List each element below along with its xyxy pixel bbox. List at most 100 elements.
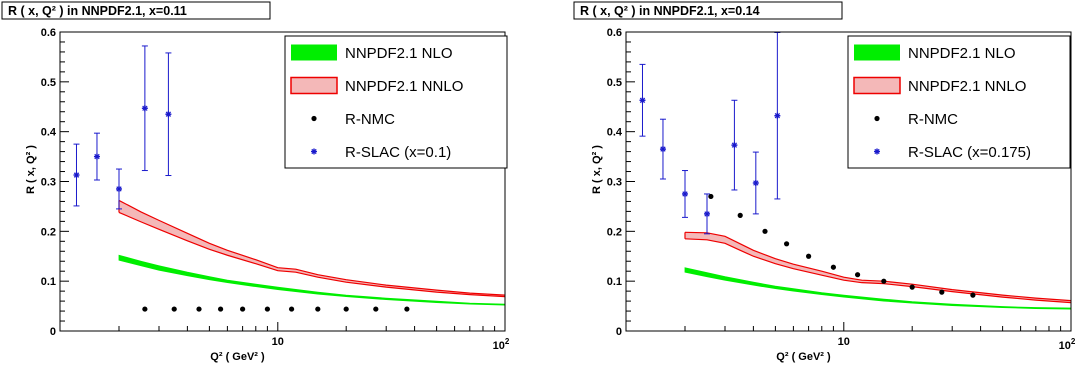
chart-title-box xyxy=(573,1,843,20)
nmc-point xyxy=(830,264,837,270)
nmc-point xyxy=(708,193,714,200)
chart-title-box xyxy=(1,1,271,20)
slac-point xyxy=(639,63,646,137)
nmc-point xyxy=(142,306,148,312)
y-tick-label: 0 xyxy=(616,326,622,338)
chart-panel-1: R ( x, Q² ) in NNPDF2.1, x=0.11 0 0.1 0.2 0.… xyxy=(1,1,510,363)
nnlo-band-upper-edge xyxy=(684,231,1071,302)
x-tick-label: 10 xyxy=(838,336,850,348)
chart-panel-2: R ( x, Q² ) in NNPDF2.1, x=0.14 0 0.1 0.2 0.… xyxy=(573,1,1076,363)
slac-marker xyxy=(639,97,646,103)
nmc-point xyxy=(404,306,410,312)
plot-area xyxy=(73,45,505,312)
slac-marker xyxy=(116,186,122,192)
slac-point xyxy=(731,99,738,191)
legend: NNPDF2.1 NLO NNPDF2.1 NNLO R-NMC R-SLAC (x=… xyxy=(284,35,508,169)
chart-title: R ( x, Q² ) in NNPDF2.1, x=0.11 xyxy=(8,4,187,18)
x-tick-label: 102 xyxy=(1059,337,1076,352)
nnlo-band xyxy=(684,232,1071,303)
slac-point xyxy=(752,151,759,215)
y-tick-label: 0 xyxy=(50,326,56,338)
nmc-point xyxy=(217,306,224,312)
slac-point xyxy=(73,143,80,207)
legend-marker-nmc xyxy=(311,115,317,122)
y-tick-label: 0.3 xyxy=(607,177,622,189)
legend-marker-slac xyxy=(311,148,317,155)
nmc-point xyxy=(762,228,768,234)
y-tick-label: 0.4 xyxy=(607,127,623,139)
slac-marker xyxy=(731,142,738,148)
nmc-point xyxy=(806,253,812,259)
legend-swatch-nnlo xyxy=(853,76,901,95)
slac-marker xyxy=(660,146,666,152)
nmc-point xyxy=(939,289,945,295)
y-tick-label: 0.5 xyxy=(41,77,56,89)
nlo-band xyxy=(118,254,505,306)
x-tick-label: 102 xyxy=(493,337,510,352)
y-tick-label: 0.2 xyxy=(41,226,56,238)
slac-point xyxy=(115,168,122,210)
legend-label: NNPDF2.1 NNLO xyxy=(908,78,1026,95)
slac-point xyxy=(165,52,172,177)
y-tick-label: 0.2 xyxy=(607,226,622,238)
slac-marker xyxy=(704,211,710,217)
legend-swatch-nlo xyxy=(854,44,900,61)
y-tick-label: 0.6 xyxy=(41,27,56,39)
legend-swatch-nlo xyxy=(291,44,337,61)
legend: NNPDF2.1 NLO NNPDF2.1 NNLO R-NMC R-SLAC (x=… xyxy=(847,35,1071,169)
nnlo-band-lower-edge xyxy=(118,211,505,298)
legend-label: R-SLAC (x=0.175) xyxy=(908,144,1031,161)
slac-point xyxy=(681,170,688,218)
nnlo-band-lower-edge xyxy=(684,238,1071,304)
nmc-point xyxy=(373,306,379,312)
slac-point xyxy=(659,118,666,180)
x-axis-label: Q² ( GeV² ) xyxy=(210,351,265,363)
slac-marker xyxy=(774,113,781,119)
slac-marker xyxy=(142,105,148,111)
legend-label: R-NMC xyxy=(345,111,395,128)
legend-label: NNPDF2.1 NLO xyxy=(345,45,453,62)
nmc-point xyxy=(264,306,271,312)
legend-label: NNPDF2.1 NLO xyxy=(908,45,1016,62)
y-tick-label: 0.1 xyxy=(607,276,622,288)
nmc-point xyxy=(288,306,295,312)
y-axis-label: R ( x, Q² ) xyxy=(591,145,603,194)
slac-marker xyxy=(165,111,172,117)
nmc-point xyxy=(783,241,790,247)
slac-point xyxy=(774,32,781,200)
chart-title: R ( x, Q² ) in NNPDF2.1, x=0.14 xyxy=(580,4,760,18)
nnlo-band xyxy=(118,200,505,297)
nmc-point xyxy=(881,278,887,284)
nmc-point xyxy=(315,306,321,312)
x-tick-label: 10 xyxy=(272,336,284,348)
nmc-point xyxy=(909,284,915,290)
y-tick-label: 0.5 xyxy=(607,77,622,89)
slac-point xyxy=(141,45,148,172)
legend-swatch-nnlo xyxy=(290,76,338,95)
y-tick-label: 0.4 xyxy=(41,127,57,139)
slac-marker xyxy=(682,191,688,197)
plot-area xyxy=(639,32,1071,310)
nmc-point xyxy=(343,306,349,312)
nlo-band xyxy=(684,267,1071,310)
x-axis-label: Q² ( GeV² ) xyxy=(776,351,831,363)
legend-marker-slac xyxy=(874,148,880,155)
legend-label: NNPDF2.1 NNLO xyxy=(345,78,463,95)
y-tick-label: 0.6 xyxy=(607,27,622,39)
legend-marker-nmc xyxy=(874,115,880,122)
slac-marker xyxy=(753,180,759,186)
nmc-point xyxy=(854,272,861,278)
legend-label: R-SLAC (x=0.1) xyxy=(345,144,451,161)
slac-marker xyxy=(94,153,100,160)
y-axis-label: R ( x, Q² ) xyxy=(25,145,37,194)
nnlo-band-upper-edge xyxy=(118,199,505,296)
y-tick-label: 0.1 xyxy=(41,276,56,288)
legend-label: R-NMC xyxy=(908,111,958,128)
slac-point xyxy=(93,132,100,181)
nmc-point xyxy=(196,306,202,312)
y-tick-label: 0.3 xyxy=(41,177,56,189)
nmc-point xyxy=(171,306,177,312)
nmc-point xyxy=(240,306,246,312)
